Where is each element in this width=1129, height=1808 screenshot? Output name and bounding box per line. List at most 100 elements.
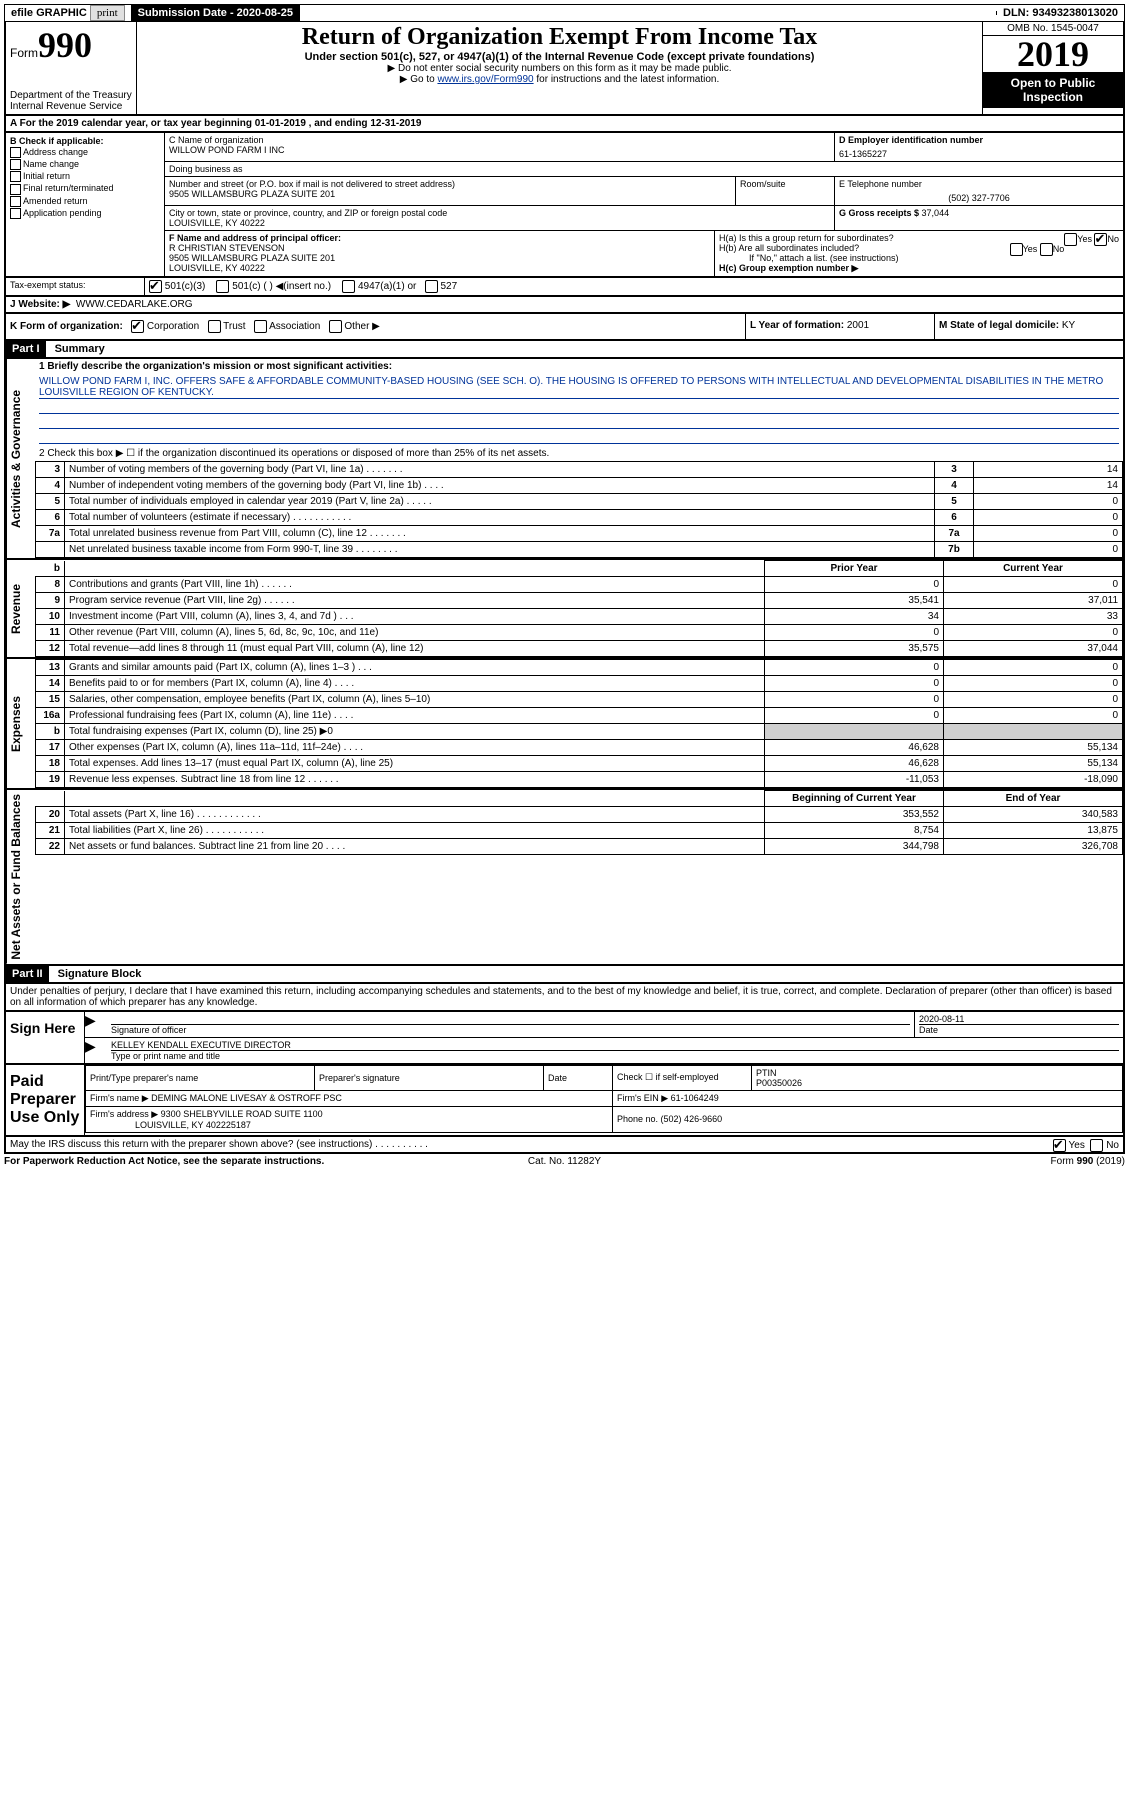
instr-link[interactable]: www.irs.gov/Form990 [437,74,533,85]
print-button[interactable]: print [90,5,125,21]
net-assets-table: Beginning of Current YearEnd of Year20To… [35,790,1123,855]
line-number: 6 [36,510,65,526]
prior-year-value: 0 [765,692,944,708]
line-value: 0 [974,494,1123,510]
paid-preparer-label: Paid Preparer Use Only [6,1065,85,1135]
cb-amended: Amended return [23,196,88,206]
prior-year-header: Prior Year [765,561,944,577]
checkbox-icon[interactable] [10,184,21,195]
eoy-value: 340,583 [944,807,1123,823]
form-title: Return of Organization Exempt From Incom… [141,24,978,51]
suite-label: Room/suite [736,177,835,206]
phone-label: E Telephone number [839,179,1119,189]
cb-pending: Application pending [23,208,102,218]
open-inspection: Open to Public Inspection [983,72,1123,108]
checkbox-icon[interactable] [10,147,21,158]
eoy-value: 13,875 [944,823,1123,839]
line-value: 14 [974,478,1123,494]
instr-2-pre: ▶ Go to [400,74,438,85]
part-2-title: Signature Block [52,966,148,982]
checkbox-icon[interactable] [425,280,438,293]
checkbox-icon[interactable] [1064,233,1077,246]
m-label: M State of legal domicile: [939,320,1062,331]
addr-value: 9505 WILLAMSBURG PLAZA SUITE 201 [169,189,731,199]
line-text: Total revenue—add lines 8 through 11 (mu… [65,641,765,657]
current-year-value: 0 [944,692,1123,708]
checkbox-icon[interactable] [216,280,229,293]
line-text: Program service revenue (Part VIII, line… [65,593,765,609]
part-2-header: Part II [6,966,49,982]
discuss-text: May the IRS discuss this return with the… [10,1139,428,1150]
tax-opt-2: 501(c) ( ) ◀(insert no.) [232,281,331,292]
date-label: Date [919,1024,1119,1035]
part-1-governance: Activities & Governance 1 Briefly descri… [4,359,1125,560]
checkbox-icon[interactable] [10,171,21,182]
checkbox-icon[interactable] [1090,1139,1103,1152]
checkbox-icon[interactable] [10,159,21,170]
mission-text: WILLOW POND FARM I, INC. OFFERS SAFE & A… [39,376,1119,399]
boy-value: 353,552 [765,807,944,823]
firm-phone-label: Phone no. [617,1114,661,1124]
checkbox-checked-icon[interactable] [131,320,144,333]
part-2-header-row: Part II Signature Block [4,966,1125,984]
current-year-value: 55,134 [944,740,1123,756]
form-word: Form [10,46,38,60]
arrow-icon: ▶ [85,1038,107,1063]
checkbox-icon[interactable] [1010,243,1023,256]
line-text: Other revenue (Part VIII, column (A), li… [65,625,765,641]
line-text: Other expenses (Part IX, column (A), lin… [65,740,765,756]
dba-label: Doing business as [169,164,243,174]
line-text: Total assets (Part X, line 16) . . . . .… [65,807,765,823]
org-name-label: C Name of organization [169,135,830,145]
checkbox-checked-icon[interactable] [1053,1139,1066,1152]
firm-city: LOUISVILLE, KY 402225187 [135,1120,251,1130]
row-website: J Website: ▶ WWW.CEDARLAKE.ORG [4,297,1125,314]
part-1-expenses: Expenses 13Grants and similar amounts pa… [4,659,1125,790]
checkbox-icon[interactable] [1040,243,1053,256]
line-text: Net assets or fund balances. Subtract li… [65,839,765,855]
l-value: 2001 [847,320,869,331]
submission-label: Submission Date - [138,7,237,19]
sig-officer-label: Signature of officer [111,1024,910,1035]
vlabel-governance: Activities & Governance [6,359,35,558]
k-opt-4: Other ▶ [344,321,379,332]
checkbox-icon[interactable] [342,280,355,293]
paid-preparer-table: Print/Type preparer's name Preparer's si… [85,1065,1123,1133]
current-year-value: -18,090 [944,772,1123,788]
line-number: 14 [36,676,65,692]
checkbox-checked-icon[interactable] [149,280,162,293]
line-number: 10 [36,609,65,625]
checkbox-icon[interactable] [208,320,221,333]
firm-addr-label: Firm's address ▶ [90,1109,158,1119]
line-text: Benefits paid to or for members (Part IX… [65,676,765,692]
part-1-header: Part I [6,341,46,357]
ptin-value: P00350026 [756,1078,802,1088]
line-text: Grants and similar amounts paid (Part IX… [65,660,765,676]
hc-label: H(c) Group exemption number ▶ [719,263,858,273]
checkbox-icon[interactable] [329,320,342,333]
prior-year-value: -11,053 [765,772,944,788]
checkbox-checked-icon[interactable] [1094,233,1107,246]
cb-addr-change: Address change [23,147,88,157]
footer-form: 990 [1077,1156,1094,1167]
line-value: 0 [974,542,1123,558]
yes-label: Yes [1069,1140,1085,1151]
line-box: 5 [935,494,974,510]
current-year-value [944,724,1123,740]
boy-value: 8,754 [765,823,944,839]
line-box: 7b [935,542,974,558]
checkbox-icon[interactable] [254,320,267,333]
line-text: Number of independent voting members of … [65,478,935,494]
checkbox-icon[interactable] [10,208,21,219]
ein-value: 61-1365227 [839,149,1119,159]
line-value: 14 [974,462,1123,478]
tax-year: 2019 [983,36,1123,72]
line-text: Professional fundraising fees (Part IX, … [65,708,765,724]
current-year-value: 37,044 [944,641,1123,657]
tax-opt-4: 527 [440,281,457,292]
type-name-label: Type or print name and title [111,1050,1119,1061]
instr-2-post: for instructions and the latest informat… [534,74,720,85]
submission-date: 2020-08-25 [237,7,293,19]
row-a: A For the 2019 calendar year, or tax yea… [4,116,1125,133]
checkbox-icon[interactable] [10,196,21,207]
